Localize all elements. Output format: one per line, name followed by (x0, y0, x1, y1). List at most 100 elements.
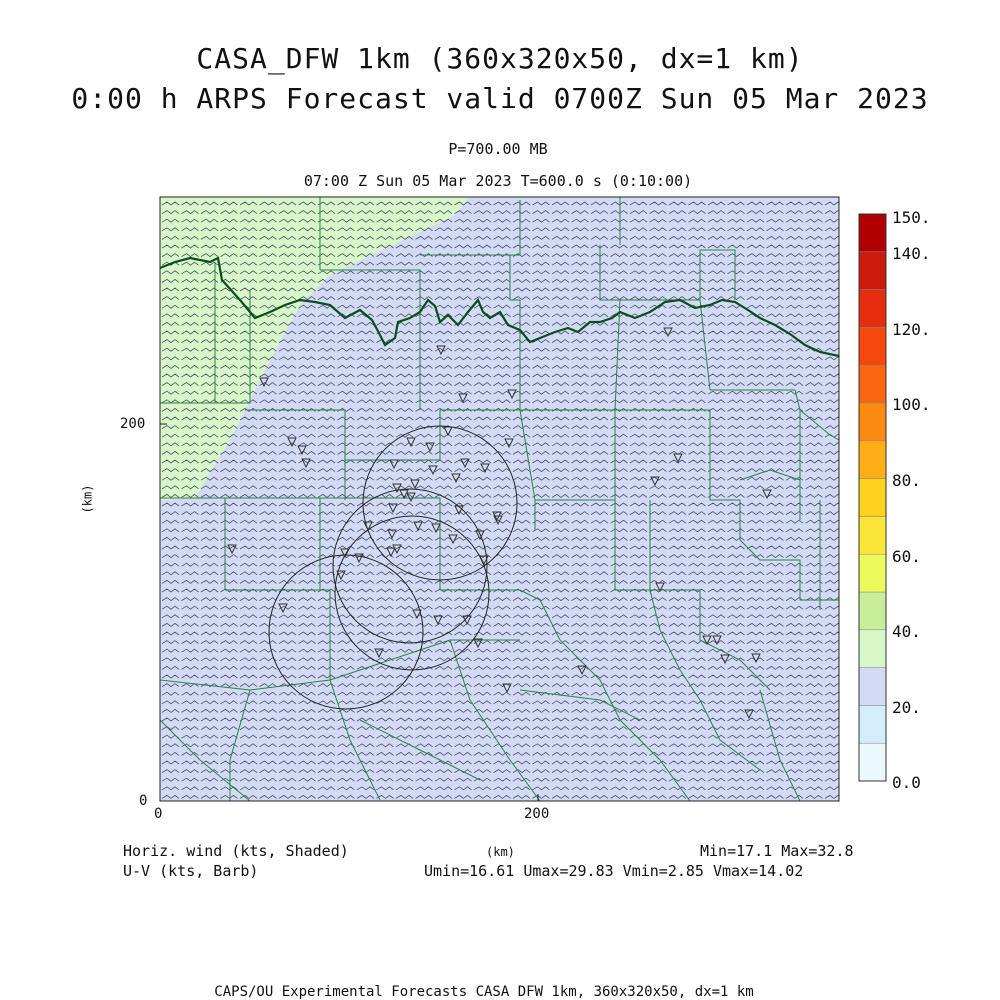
station-marker (502, 683, 512, 694)
x-axis-label: (km) (486, 845, 515, 859)
station-marker (386, 547, 396, 558)
colorbar-segment (858, 667, 887, 706)
colorbar-segment (858, 591, 887, 631)
colorbar-segment (858, 213, 887, 253)
min-max-stats: Min=17.1 Max=32.8 (700, 842, 854, 860)
colorbar-segment (858, 402, 887, 442)
colorbar (858, 213, 887, 782)
colorbar-segment (858, 289, 887, 328)
station-marker (480, 463, 490, 474)
station-marker (354, 553, 364, 564)
station-marker (443, 426, 453, 437)
colorbar-label-80: 80. (892, 471, 921, 490)
colorbar-segment (858, 440, 887, 479)
station-marker (406, 492, 416, 503)
station-marker (460, 458, 470, 469)
footer-credit: CAPS/OU Experimental Forecasts CASA DFW … (214, 984, 754, 1000)
colorbar-segment (858, 742, 887, 782)
colorbar-label-40: 40. (892, 622, 921, 641)
colorbar-label-140: 140. (892, 244, 931, 263)
station-marker (389, 459, 399, 470)
legend-barb: U-V (kts, Barb) (123, 862, 259, 880)
station-marker (458, 393, 468, 404)
station-marker (363, 521, 373, 532)
colorbar-segment (858, 629, 887, 668)
y-tick-200: 200 (120, 416, 146, 432)
colorbar-label-100: 100. (892, 395, 931, 414)
x-tick-0: 0 (154, 806, 163, 822)
station-marker (297, 445, 307, 456)
station-marker (301, 458, 311, 469)
station-marker (462, 615, 472, 626)
plot-frame (159, 196, 840, 802)
station-marker (387, 529, 397, 540)
station-marker (336, 570, 346, 581)
station-marker (577, 665, 587, 676)
station-marker (720, 654, 730, 665)
colorbar-segment (858, 516, 887, 555)
colorbar-segment (858, 327, 887, 366)
y-tick-0: 0 (139, 793, 148, 809)
station-marker (712, 635, 722, 646)
station-marker (259, 377, 269, 388)
colorbar-segment (858, 251, 887, 290)
colorbar-segment (858, 478, 887, 517)
wind-barb-pattern (161, 201, 839, 799)
station-marker (392, 544, 402, 555)
station-marker (413, 521, 423, 532)
colorbar-segment (858, 553, 887, 593)
station-marker (493, 515, 503, 526)
station-marker (428, 465, 438, 476)
station-marker (374, 648, 384, 659)
station-marker (762, 489, 772, 500)
station-marker (388, 503, 398, 514)
station-marker (399, 489, 409, 500)
station-marker (433, 615, 443, 626)
uv-stats: Umin=16.61 Umax=29.83 Vmin=2.85 Vmax=14.… (424, 862, 804, 880)
station-marker (473, 638, 483, 649)
colorbar-segment (858, 364, 887, 404)
colorbar-label-60: 60. (892, 547, 921, 566)
station-marker (278, 603, 288, 614)
pressure-level: P=700.00 MB (448, 140, 548, 158)
colorbar-label-150: 150. (892, 208, 931, 227)
station-marker (431, 523, 441, 534)
colorbar-label-120: 120. (892, 320, 931, 339)
station-marker (507, 389, 517, 400)
station-marker (504, 438, 514, 449)
county-lines (160, 197, 839, 801)
station-marker (655, 582, 665, 593)
y-axis-label: (km) (80, 484, 95, 514)
station-marker (751, 653, 761, 664)
station-marker (227, 544, 237, 555)
station-marker (744, 709, 754, 720)
title-line-1: CASA_DFW 1km (360x320x50, dx=1 km) (196, 42, 804, 75)
station-marker (673, 453, 683, 464)
station-marker (479, 555, 489, 566)
station-marker (663, 327, 673, 338)
colorbar-label-0: 0.0 (892, 773, 921, 792)
station-marker (392, 483, 402, 494)
wind-field-30-40 (160, 197, 470, 500)
wind-barbs (161, 201, 839, 799)
station-marker (448, 534, 458, 545)
station-marker (412, 609, 422, 620)
station-marker (451, 473, 461, 484)
station-marker (650, 476, 660, 487)
valid-time: 07:00 Z Sun 05 Mar 2023 T=600.0 s (0:10:… (303, 172, 693, 190)
station-marker (475, 530, 485, 541)
colorbar-segment (858, 705, 887, 744)
station-marker (425, 442, 435, 453)
station-marker (410, 479, 420, 490)
colorbar-label-20: 20. (892, 698, 921, 717)
state-boundary (160, 256, 839, 358)
station-marker (287, 437, 297, 448)
station-marker (702, 635, 712, 646)
x-tick-200: 200 (524, 806, 550, 822)
station-marker (436, 345, 446, 356)
title-line-2: 0:00 h ARPS Forecast valid 0700Z Sun 05 … (71, 82, 929, 115)
colorbar-frame (858, 213, 887, 782)
station-marker (454, 505, 464, 516)
axis-ticks (160, 423, 539, 801)
